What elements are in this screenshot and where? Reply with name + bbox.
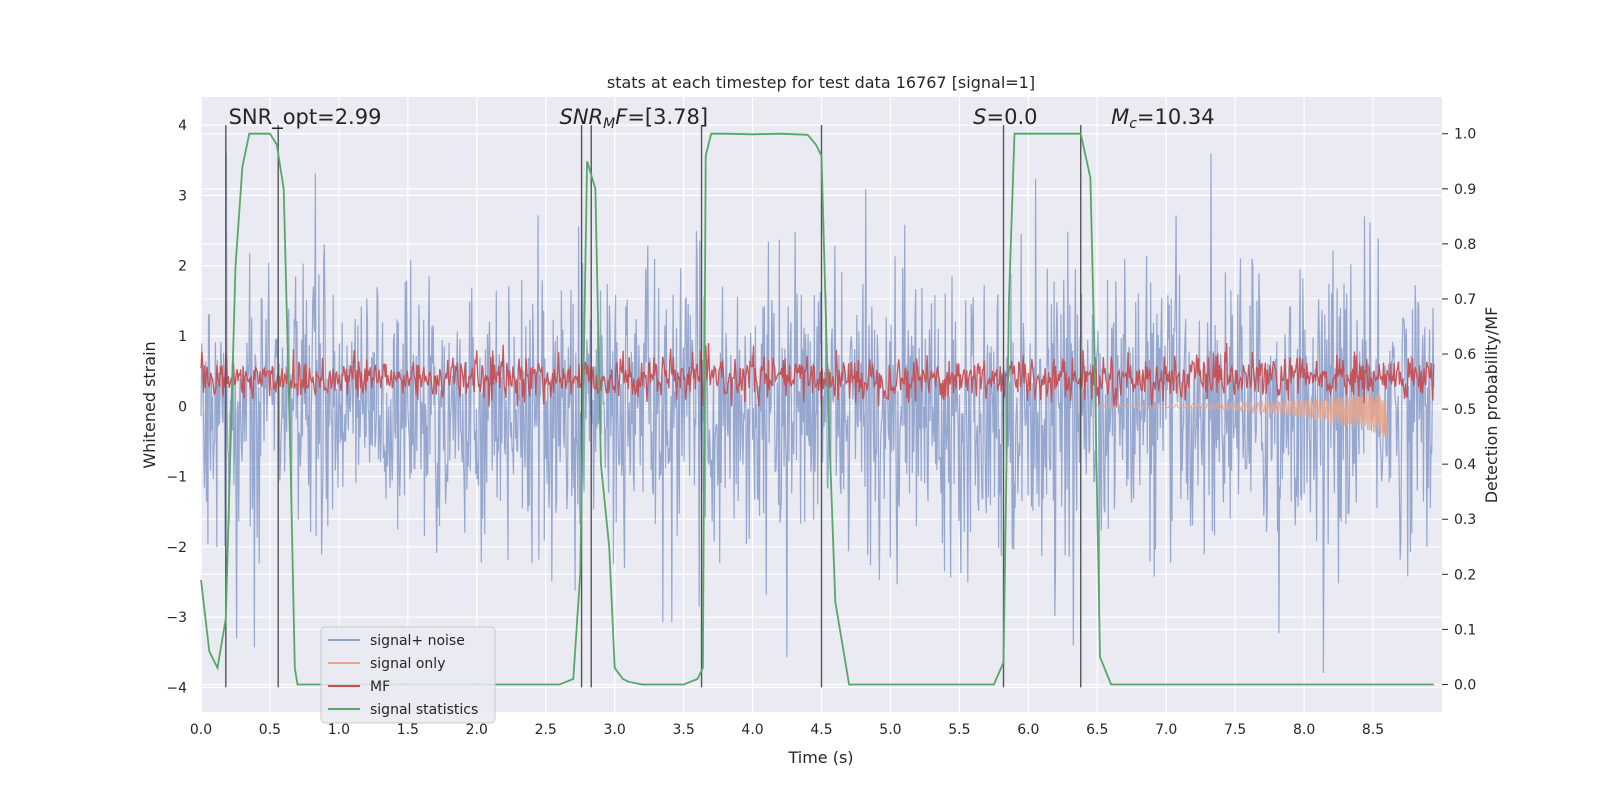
annotation-1-part-2: F	[615, 105, 628, 129]
x-axis-label: Time (s)	[787, 748, 853, 767]
legend-label-signal-noise: signal+ noise	[370, 633, 465, 649]
x-tick-label-5: 2.5	[535, 722, 557, 738]
y-right-tick-label-2: 0.8	[1454, 237, 1476, 253]
y-left-tick-label-0: 4	[178, 118, 187, 134]
annotation-1-part-0: SNR	[560, 105, 604, 129]
x-tick-label-6: 3.0	[604, 722, 626, 738]
x-tick-label-16: 8.0	[1293, 722, 1315, 738]
x-tick-label-3: 1.5	[397, 722, 419, 738]
annotation-0-part-0: SNR_opt=2.99	[229, 105, 382, 130]
y-right-tick-label-3: 0.7	[1454, 292, 1476, 308]
y-axis-label-right: Detection probability/MF	[1482, 307, 1501, 504]
annotation-3-part-2: =10.34	[1137, 105, 1215, 129]
x-tick-label-4: 2.0	[466, 722, 488, 738]
signal-only-line	[1096, 393, 1388, 436]
x-tick-label-2: 1.0	[328, 722, 350, 738]
y-left-tick-label-8: −4	[166, 680, 187, 696]
x-ticks: 0.0 0.5 1.0 1.5 2.0 2.5 3.0 3.5 4.0 4.5 5.0 5.5 6.0 6…	[190, 722, 1384, 738]
y-right-tick-label-5: 0.5	[1454, 402, 1476, 418]
annotation-3: Mc=10.34	[1111, 105, 1215, 132]
series-signal-only	[1096, 393, 1388, 436]
x-tick-label-7: 3.5	[672, 722, 694, 738]
series-signal-statistics	[200, 132, 1434, 686]
x-tick-label-11: 5.5	[948, 722, 970, 738]
annotation-1-part-1: M	[603, 116, 615, 132]
y-right-tick-label-8: 0.2	[1454, 567, 1476, 583]
annotation-2-part-0: S	[973, 105, 986, 129]
y-left-tick-label-5: −1	[166, 470, 187, 486]
x-tick-label-1: 0.5	[259, 722, 281, 738]
y-left-tick-label-7: −3	[166, 610, 187, 626]
y-right-tick-label-0: 1.0	[1454, 127, 1476, 143]
x-tick-label-15: 7.5	[1224, 722, 1246, 738]
y-axis-label-left: Whitened strain	[140, 341, 159, 468]
y-right-tick-label-9: 0.1	[1454, 622, 1476, 638]
mf-line	[200, 342, 1435, 407]
x-tick-label-12: 6.0	[1017, 722, 1039, 738]
annotations: SNR_opt=2.99 SNRMF=[3.78] S=0.0 Mc=10.34	[229, 105, 1215, 132]
x-tick-label-0: 0.0	[190, 722, 212, 738]
y-right-tick-label-1: 0.9	[1454, 182, 1476, 198]
y-left-tick-label-3: 1	[178, 329, 187, 345]
y-right-ticks: 1.0 0.9 0.8 0.7 0.6 0.5 0.4 0.3 0.2 0.1 0.0	[1442, 127, 1476, 693]
annotation-0: SNR_opt=2.99	[229, 105, 382, 130]
legend-label-signal-statistics: signal statistics	[370, 702, 478, 718]
y-right-tick-label-7: 0.3	[1454, 512, 1476, 528]
y-left-tick-label-4: 0	[178, 399, 187, 415]
y-right-tick-label-10: 0.0	[1454, 677, 1476, 693]
y-right-tick-label-4: 0.6	[1454, 347, 1476, 363]
series-mf	[200, 342, 1435, 407]
annotation-1: SNRMF=[3.78]	[560, 105, 709, 132]
annotation-3-part-0: M	[1111, 105, 1129, 129]
legend-label-signal-only: signal only	[370, 656, 445, 672]
x-tick-label-8: 4.0	[741, 722, 763, 738]
annotation-2: S=0.0	[973, 105, 1037, 129]
y-left-ticks: 4 3 2 1 0 −1 −2 −3 −4	[166, 118, 187, 696]
y-left-tick-label-6: −2	[166, 540, 187, 556]
y-right-tick-label-6: 0.4	[1454, 457, 1476, 473]
annotation-1-part-3: =[3.78]	[627, 105, 708, 129]
legend-label-mf: MF	[370, 679, 390, 695]
plot-area	[200, 125, 1435, 688]
legend: signal+ noise signal only MF signal stat…	[320, 626, 496, 724]
signal-statistics-line	[200, 132, 1434, 686]
annotation-2-part-1: =0.0	[987, 105, 1038, 129]
y-left-tick-label-1: 3	[178, 188, 187, 204]
y-left-tick-label-2: 2	[178, 259, 187, 275]
chart-title: stats at each timestep for test data 167…	[607, 73, 1035, 92]
x-tick-label-13: 6.5	[1086, 722, 1108, 738]
annotation-3-part-1: c	[1129, 116, 1137, 132]
x-tick-label-9: 4.5	[810, 722, 832, 738]
x-tick-label-10: 5.0	[879, 722, 901, 738]
legend-box	[320, 626, 496, 724]
x-tick-label-14: 7.0	[1155, 722, 1177, 738]
x-tick-label-17: 8.5	[1362, 722, 1384, 738]
